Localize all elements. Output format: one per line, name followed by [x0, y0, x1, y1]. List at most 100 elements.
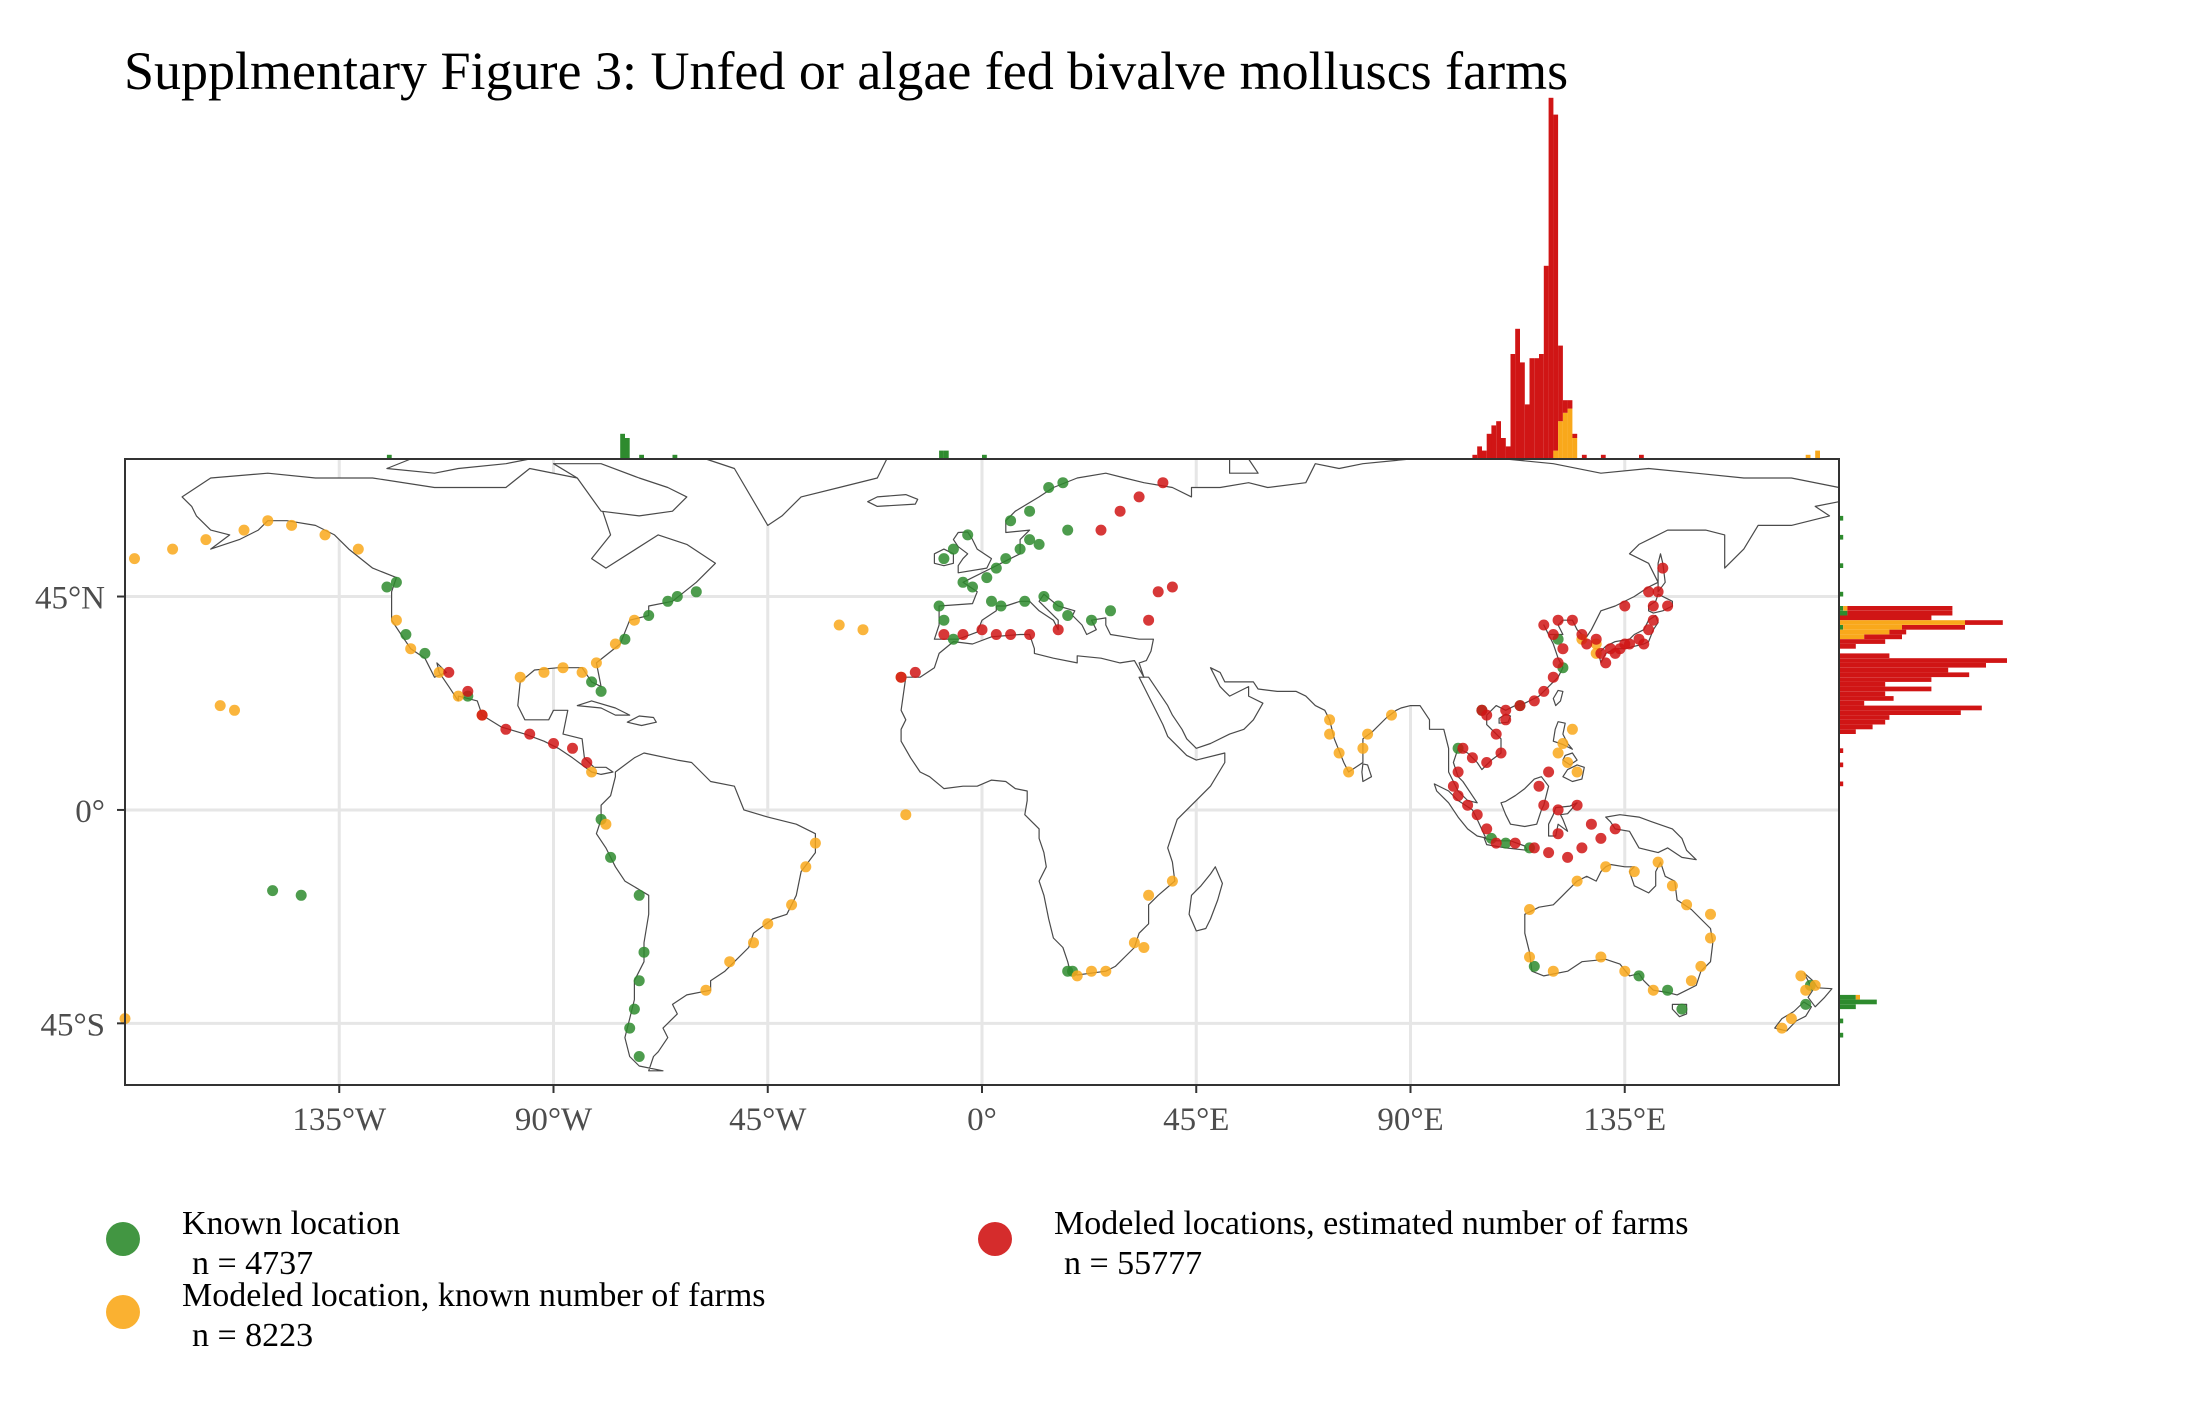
farm-point [1086, 965, 1097, 977]
lon-bin-estimated [1639, 454, 1644, 459]
farm-point [1638, 638, 1650, 650]
legend-known-dot [106, 1222, 140, 1256]
farm-point [400, 629, 412, 640]
farm-point [1585, 818, 1597, 830]
farm-point [1776, 1022, 1788, 1034]
farm-point [1000, 553, 1012, 565]
farm-point [200, 534, 212, 546]
farm-point [1466, 752, 1478, 764]
map-panel [119, 458, 1840, 1086]
country-borders [181, 458, 1840, 1072]
lat-bin-estimated [1839, 686, 1932, 692]
lat-bin-estimated [1839, 639, 1886, 644]
lon-bin-known [624, 438, 630, 459]
farm-point [1652, 586, 1664, 598]
farm-point [390, 576, 402, 588]
farm-point [1333, 747, 1345, 759]
x-tick-label: 135°W [292, 1102, 387, 1138]
farm-point [1538, 619, 1550, 631]
lat-bin-estimated [1864, 634, 1902, 640]
farm-point [1095, 524, 1107, 536]
farm-point [1566, 614, 1578, 626]
farm-point [1800, 984, 1812, 996]
farm-point [1552, 657, 1564, 669]
x-axis: 135°W 90°W 45°W 0° 45°E 90°E 135°E [292, 1085, 1666, 1138]
lat-bin-estimated [1839, 724, 1873, 730]
farm-point [605, 851, 617, 863]
farm-point [1324, 728, 1336, 740]
farm-point [419, 647, 431, 659]
farm-point [995, 600, 1007, 612]
farm-point [381, 581, 393, 593]
farm-point [1343, 766, 1355, 778]
lat-bin-known [1839, 994, 1856, 1000]
lat-bin-estimated [1847, 610, 1953, 616]
lon-bin-estimated [1510, 354, 1516, 459]
farm-point [671, 591, 683, 602]
lat-bin-estimated [1902, 625, 1965, 630]
farm-point [1386, 709, 1397, 721]
farm-point [1552, 804, 1564, 816]
farm-point [590, 657, 602, 669]
south-america-outline [595, 752, 817, 1072]
lat-bin-known [1839, 1032, 1844, 1038]
africa-outline [900, 633, 1226, 976]
farm-point [1157, 477, 1169, 489]
farm-point [1471, 809, 1483, 821]
farm-point [786, 899, 798, 911]
farm-point [1552, 828, 1564, 840]
lat-bin-estimated [1839, 672, 1970, 678]
baffin-outline [552, 463, 688, 517]
lon-bin-modeled [1562, 412, 1568, 459]
farm-point [1452, 766, 1464, 778]
farm-point [214, 700, 226, 712]
lon-bin-modeled [1815, 450, 1820, 459]
lon-bin-estimated [1553, 114, 1559, 451]
farm-point [129, 553, 140, 565]
lon-bin-estimated [1581, 454, 1587, 459]
farm-point [1481, 709, 1493, 721]
lat-bin-estimated [1839, 715, 1890, 720]
lat-bin-estimated [1839, 748, 1844, 753]
farm-point [638, 946, 650, 958]
farm-point [352, 543, 364, 555]
farm-point [1557, 643, 1569, 655]
farm-point [990, 562, 1002, 574]
farm-point [1528, 842, 1540, 854]
farm-point [1114, 505, 1126, 517]
legend-modeled-known-label: Modeled location, known number of farms [182, 1277, 766, 1314]
lat-bin-estimated [1839, 667, 1949, 673]
legend-modeled-estimated: Modeled locations, estimated number of f… [978, 1204, 1878, 1284]
lat-bin-known [1839, 1018, 1844, 1024]
farm-point [1562, 851, 1574, 863]
north-america-outline [181, 467, 717, 776]
farm-point [1595, 647, 1607, 659]
lat-bin-known [1839, 591, 1844, 597]
farm-point [1590, 633, 1602, 645]
farm-point [1152, 586, 1164, 598]
lon-bin-known [386, 454, 392, 459]
farm-point [267, 885, 279, 897]
legend-known-label: Known location [182, 1205, 401, 1242]
farm-point [433, 666, 445, 678]
farm-point [452, 690, 464, 702]
farm-point [1495, 747, 1507, 759]
lat-bin-known [1839, 563, 1844, 568]
farm-point [1500, 837, 1512, 849]
sri-lanka-outline [1361, 763, 1373, 783]
farm-point [933, 600, 945, 612]
farm-point [1024, 629, 1036, 640]
farm-point [1105, 605, 1116, 617]
lat-bin-estimated [1847, 606, 1953, 611]
farm-point [1024, 534, 1036, 546]
legend-modeled-estimated-label: Modeled locations, estimated number of f… [1054, 1205, 1689, 1242]
lat-bin-estimated [1839, 662, 1986, 668]
lon-bin-estimated [1548, 97, 1554, 460]
farm-point [1057, 477, 1069, 489]
lon-bin-estimated [1472, 454, 1478, 459]
lon-bin-estimated [1496, 421, 1501, 459]
farm-point [1490, 728, 1502, 740]
lon-bin-known [982, 454, 987, 459]
farm-point [1571, 766, 1583, 778]
